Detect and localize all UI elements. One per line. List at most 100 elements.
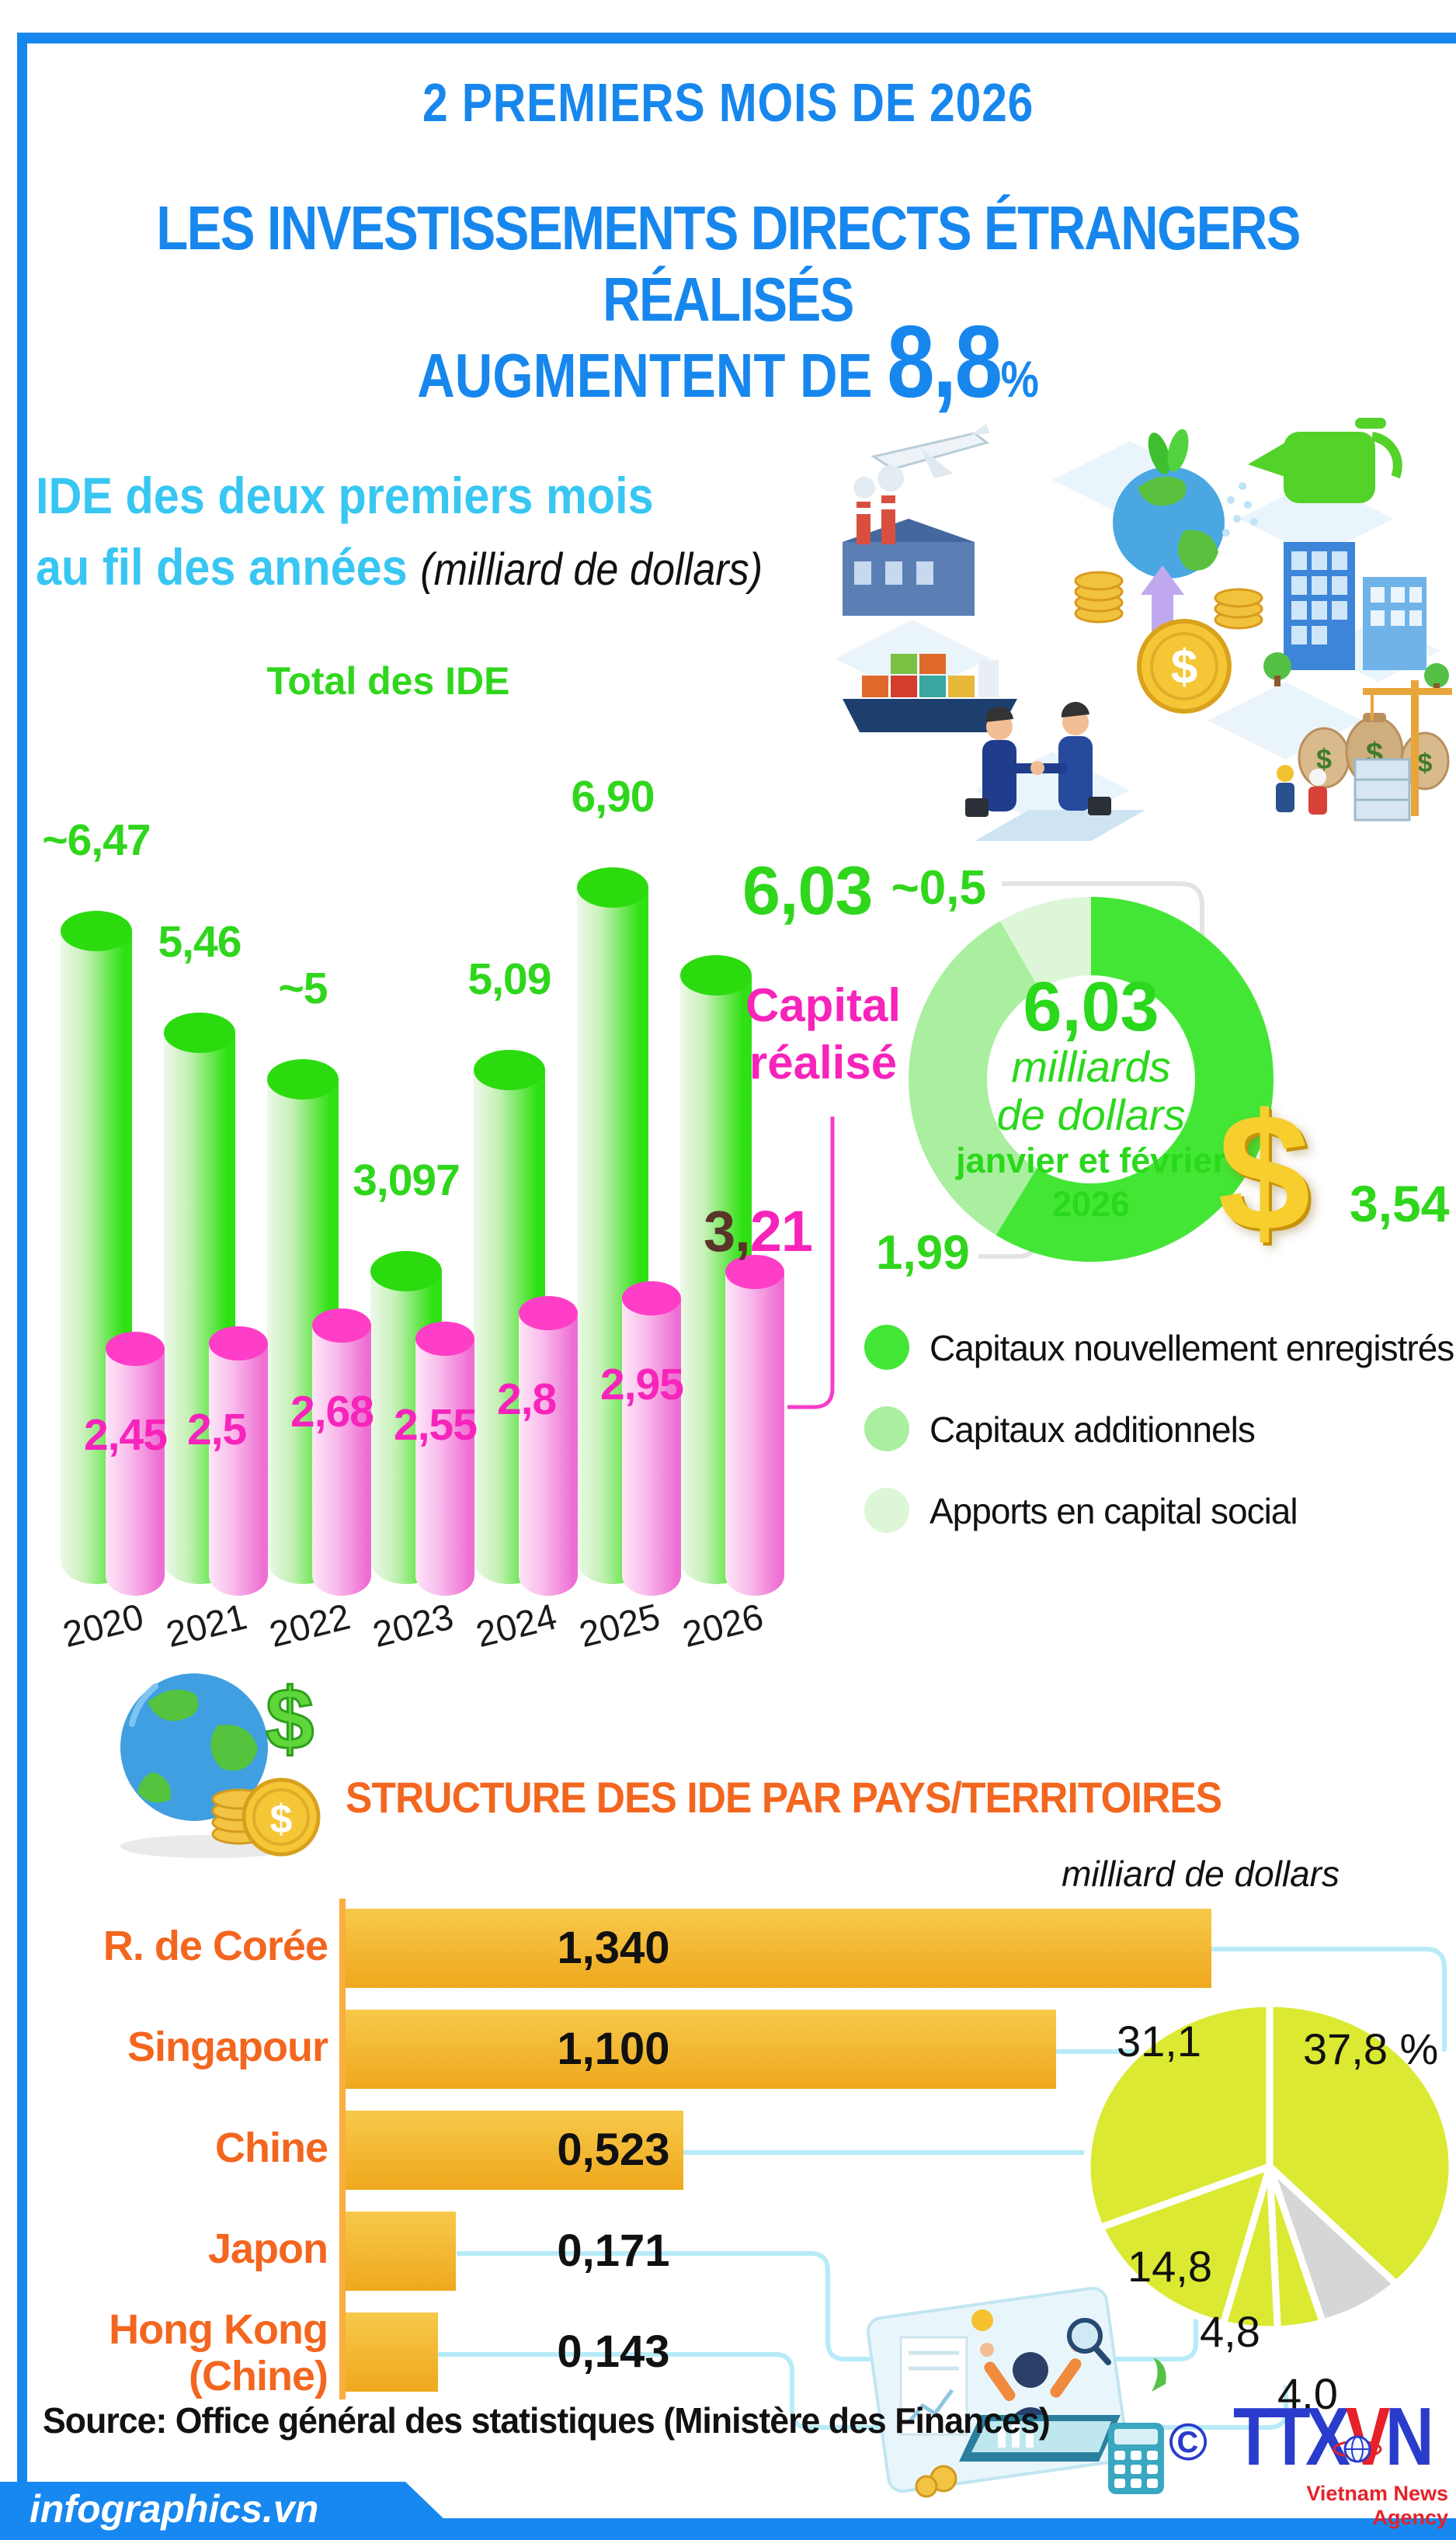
country-bar bbox=[346, 2212, 457, 2291]
cylinder-cap bbox=[577, 867, 648, 908]
total-ide-value-2023: 3,097 bbox=[353, 1155, 460, 1206]
globe-dollar-icon: $ $ bbox=[120, 1670, 321, 1858]
capital-realise-value-2024: 2,8 bbox=[497, 1374, 557, 1424]
cylinder-cap bbox=[519, 1296, 578, 1330]
country-value: 0,523 bbox=[557, 2125, 670, 2175]
handshake-icon bbox=[965, 701, 1145, 841]
donut-unit-line1: milliards bbox=[1011, 1042, 1171, 1091]
cylinder-cap bbox=[680, 955, 752, 996]
country-row-coree: R. de Corée 1,340 bbox=[0, 1909, 1456, 1988]
donut-callout-apports: ~0,5 bbox=[891, 861, 986, 915]
pie-label-coree: 37,8 % bbox=[1303, 2024, 1439, 2073]
total-ide-value-2024: 5,09 bbox=[467, 954, 552, 1005]
total-ide-value-2025: 6,90 bbox=[571, 772, 655, 822]
structure-unit: milliard de dollars bbox=[1062, 1854, 1340, 1894]
cyan-line-coree bbox=[1211, 1947, 1447, 2052]
country-bar bbox=[346, 1909, 1211, 1988]
watering-can-icon bbox=[1222, 418, 1402, 537]
kicker-title: 2 PREMIERS MOIS DE 2026 bbox=[422, 72, 1034, 133]
donut-callout-additionnels: 1,99 bbox=[876, 1226, 970, 1280]
crane-icon bbox=[1276, 680, 1452, 822]
capital-realise-bar-2023 bbox=[415, 1321, 474, 1596]
pie-label-chine: 14,8 bbox=[1128, 2242, 1212, 2291]
pie-slice bbox=[1083, 2000, 1274, 2231]
cylinder-cap bbox=[209, 1326, 268, 1360]
buildings-icon bbox=[1263, 542, 1449, 693]
capital-realise-bar-2022 bbox=[312, 1308, 371, 1596]
svg-text:$: $ bbox=[1171, 641, 1197, 694]
analytics-illustration bbox=[866, 2286, 1166, 2498]
top-border-rule bbox=[17, 33, 1456, 43]
total-ide-value-2020: ~6,47 bbox=[42, 815, 151, 865]
sub-title-percent: % bbox=[1000, 350, 1039, 408]
country-row-japon: Japon 0,171 bbox=[0, 2212, 1456, 2291]
country-value: 0,143 bbox=[557, 2326, 670, 2377]
pink-callout-line bbox=[787, 1117, 835, 1409]
legend-dot-palegreen bbox=[864, 1488, 909, 1533]
country-bar bbox=[346, 2111, 684, 2190]
cylinder-cap bbox=[164, 1013, 235, 1054]
capital-realise-bar-2025 bbox=[622, 1280, 681, 1596]
legend-dot-lightgreen bbox=[864, 1406, 909, 1451]
donut-center-text: 6,03 milliards de dollars janvier et fév… bbox=[909, 971, 1274, 1226]
donut-hole bbox=[987, 975, 1195, 1183]
country-row-singapour: Singapour 1,100 bbox=[0, 2010, 1456, 2089]
cylinder-cap bbox=[267, 1059, 339, 1100]
country-row-chine: Chine 0,523 bbox=[0, 2111, 1456, 2190]
pink-series-label: Capital réalisé bbox=[745, 979, 902, 1089]
globe-plant-icon bbox=[1113, 429, 1225, 579]
capital-realise-value-2022: 2,68 bbox=[290, 1386, 374, 1437]
value-pink-part: 21 bbox=[749, 1198, 813, 1263]
capital-realise-value-2021: 2,5 bbox=[187, 1405, 247, 1454]
country-bar bbox=[346, 2010, 1057, 2089]
total-ide-value-2022: ~5 bbox=[278, 964, 328, 1013]
pie-slice bbox=[1266, 2000, 1456, 2288]
plane-icon bbox=[870, 424, 990, 478]
country-bar bbox=[346, 2312, 438, 2392]
legend-dot-green bbox=[864, 1325, 909, 1370]
capital-realise-value-2020: 2,45 bbox=[84, 1409, 168, 1460]
legend-label: Capitaux additionnels bbox=[930, 1409, 1256, 1450]
donut-callout-nouveaux: 3,54 bbox=[1350, 1175, 1450, 1232]
capital-realise-value-2025: 2,95 bbox=[600, 1359, 684, 1409]
investment-illustration: $ $ $ $ bbox=[835, 418, 1452, 841]
country-label: Hong Kong (Chine) bbox=[109, 2306, 328, 2399]
pie-slice bbox=[1096, 2163, 1274, 2328]
left-border-rule bbox=[17, 33, 27, 2483]
site-banner: infographics.vn bbox=[0, 2482, 466, 2540]
country-label: R. de Corée bbox=[103, 1923, 328, 1969]
svg-text:$: $ bbox=[1316, 743, 1332, 775]
total-ide-value-2026: 6,03 bbox=[742, 852, 873, 929]
cyan-line-japon bbox=[457, 2251, 1198, 2361]
structure-axis-line bbox=[339, 1899, 346, 2399]
svg-text:$: $ bbox=[266, 1670, 314, 1767]
svg-text:$: $ bbox=[1418, 749, 1433, 778]
cyan-line-hongkong bbox=[438, 2352, 1288, 2430]
country-value: 1,100 bbox=[557, 2024, 670, 2074]
pie-label-hongkong: 4,0 bbox=[1277, 2369, 1338, 2418]
donut-unit-line2: de dollars bbox=[996, 1090, 1186, 1139]
gray-callout-line-apports bbox=[1002, 881, 1204, 968]
cylinder-cap bbox=[370, 1251, 442, 1292]
cylinder-cap bbox=[61, 910, 132, 951]
copyright-mark: © bbox=[1169, 2413, 1208, 2472]
cylinder-cap bbox=[312, 1308, 371, 1343]
sub-title-prefix: AUGMENTENT DE bbox=[417, 341, 887, 410]
calculator-icon bbox=[1108, 2423, 1164, 2494]
sub-title-value: 8,8 bbox=[886, 304, 1003, 419]
structure-title: STRUCTURE DES IDE PAR PAYS/TERRITOIRES bbox=[346, 1773, 1222, 1822]
total-ide-value-2021: 5,46 bbox=[158, 917, 242, 968]
capital-realise-value-2026: 3,21 bbox=[704, 1198, 813, 1264]
cylinder-cap bbox=[106, 1331, 165, 1366]
donut-period-line2: 2026 bbox=[1051, 1184, 1131, 1224]
site-label: infographics.vn bbox=[30, 2487, 319, 2531]
capital-realise-bar-2026 bbox=[725, 1254, 784, 1596]
factory-icon bbox=[843, 465, 975, 616]
ship-icon bbox=[843, 654, 1017, 732]
legend-label: Apports en capital social bbox=[930, 1491, 1298, 1531]
gold-dollar-icon: $ bbox=[1218, 1079, 1311, 1266]
country-label: Chine bbox=[214, 2125, 328, 2171]
cylinder-cap bbox=[622, 1280, 681, 1315]
